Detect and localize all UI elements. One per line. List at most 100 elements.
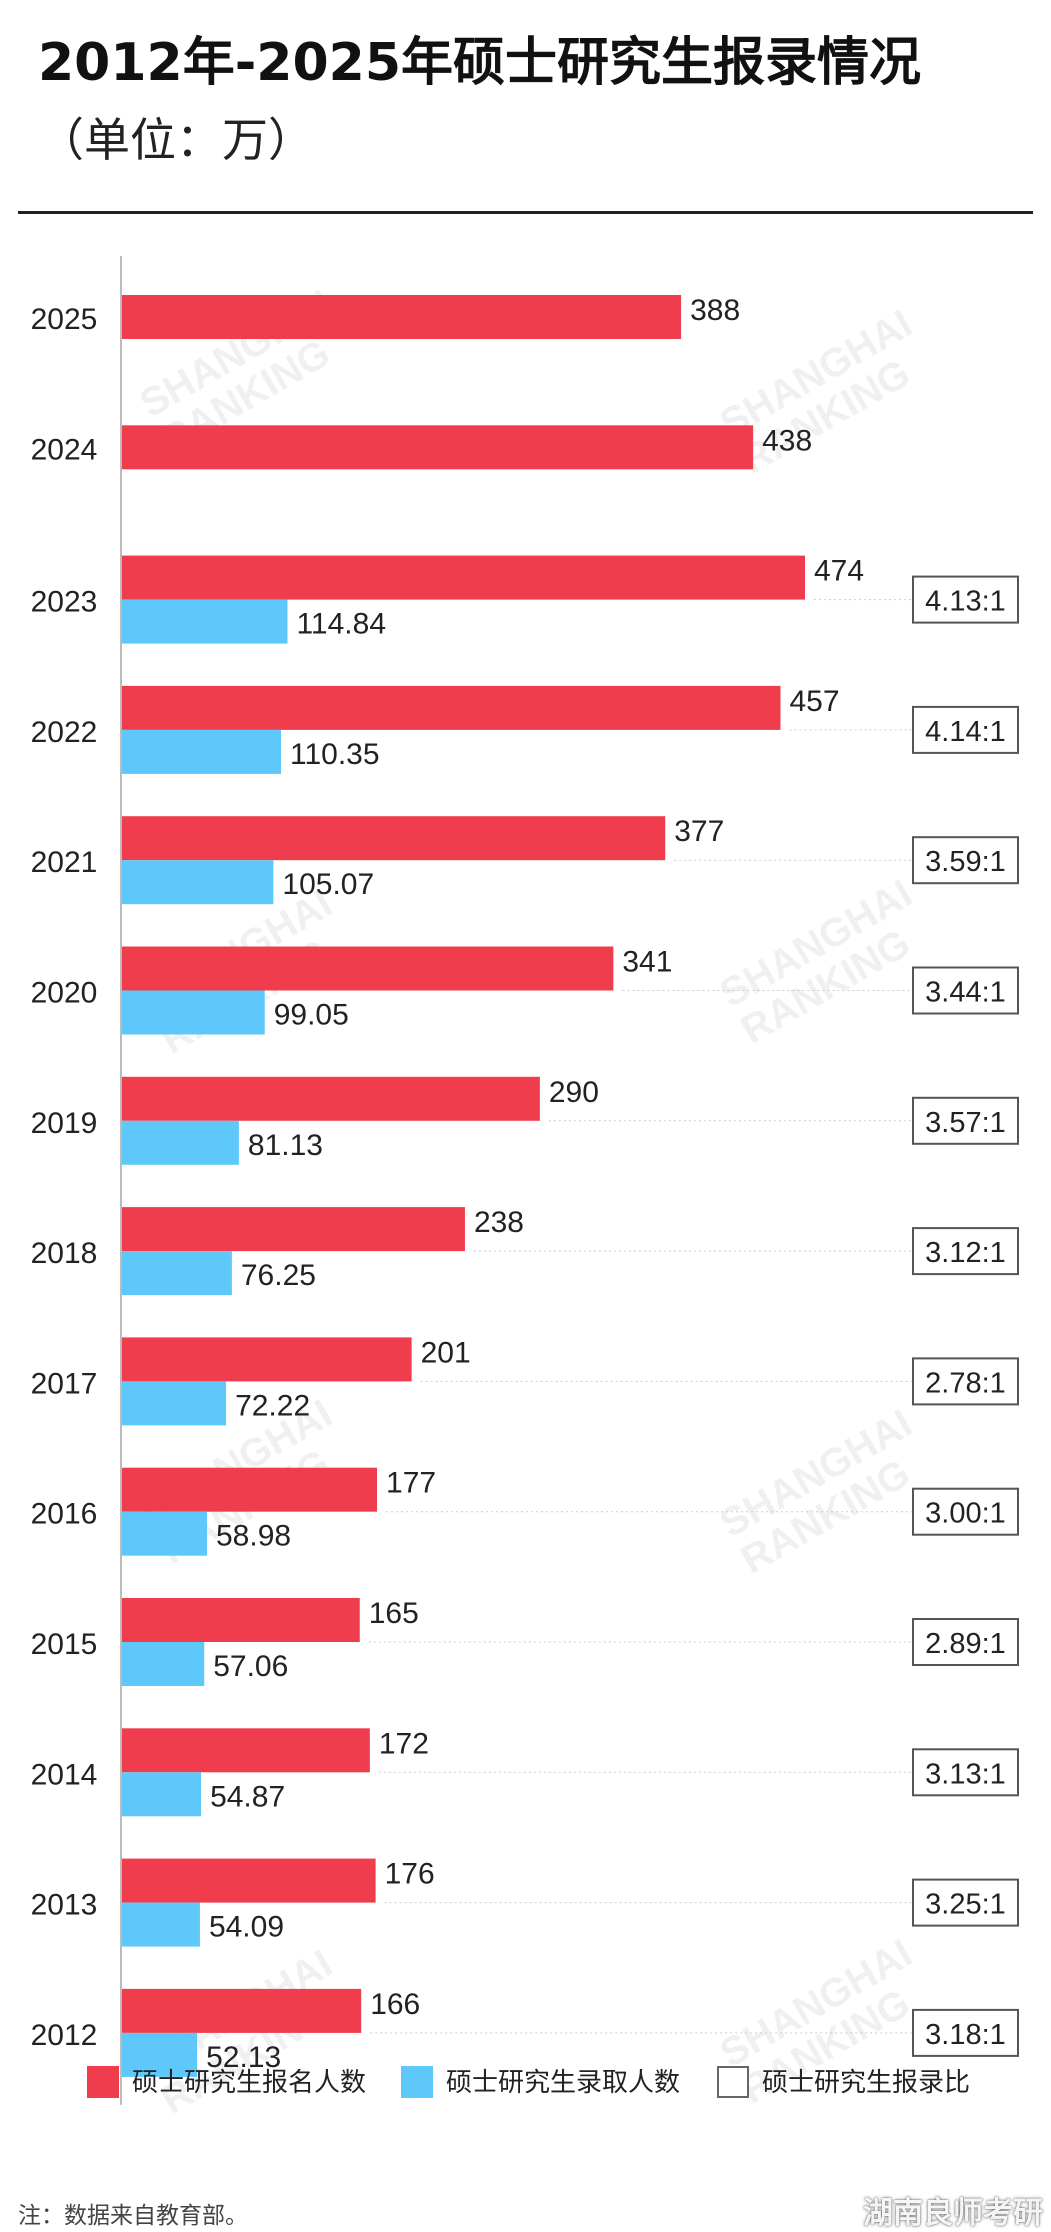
ratio-box xyxy=(912,1357,1019,1406)
year-tick-label: 2018 xyxy=(31,1237,98,1270)
applicants-bar xyxy=(122,425,754,470)
applicants-value-label: 201 xyxy=(421,1336,471,1369)
admitted-value-label: 76.25 xyxy=(241,1259,316,1292)
admitted-bar xyxy=(122,1381,227,1426)
applicants-bar xyxy=(122,1728,370,1773)
admitted-value-label: 105.07 xyxy=(282,868,374,901)
year-tick-label: 2019 xyxy=(31,1107,98,1140)
applicants-bar xyxy=(122,1598,360,1642)
ratio-label: 3.00:1 xyxy=(925,1498,1006,1530)
year-tick-label: 2023 xyxy=(31,586,98,619)
admitted-value-label: 81.13 xyxy=(248,1129,323,1162)
admitted-value-label: 58.98 xyxy=(216,1520,291,1553)
applicants-bar xyxy=(122,1337,412,1382)
admitted-bar xyxy=(122,1902,200,1947)
applicants-bar xyxy=(122,1467,378,1512)
legend-label: 硕士研究生报名人数 xyxy=(132,2068,366,2098)
ratio-label: 3.13:1 xyxy=(925,1758,1006,1790)
title-divider xyxy=(18,211,1033,214)
chart-title: 2012年-2025年硕士研究生报录情况 xyxy=(38,33,922,93)
admitted-bar xyxy=(122,1642,205,1686)
applicants-value-label: 290 xyxy=(549,1076,599,1109)
ratio-label: 3.57:1 xyxy=(925,1107,1006,1139)
applicants-value-label: 165 xyxy=(369,1597,419,1630)
applicants-bar xyxy=(122,1076,540,1121)
legend-swatch xyxy=(401,2066,433,2098)
year-tick-label: 2014 xyxy=(31,1758,98,1791)
ratio-box xyxy=(912,2008,1019,2057)
admitted-value-label: 54.87 xyxy=(210,1780,285,1813)
legend-swatch xyxy=(87,2066,119,2098)
admitted-value-label: 110.35 xyxy=(290,738,380,771)
applicants-value-label: 438 xyxy=(762,424,812,457)
year-tick-label: 2021 xyxy=(31,846,98,879)
ratio-label: 4.13:1 xyxy=(925,586,1006,618)
applicants-bar xyxy=(122,685,781,730)
admitted-value-label: 57.06 xyxy=(213,1650,288,1683)
year-tick-label: 2017 xyxy=(31,1367,98,1400)
legend-label: 硕士研究生报录比 xyxy=(762,2068,970,2098)
applicants-value-label: 166 xyxy=(370,1988,420,2021)
admitted-value-label: 99.05 xyxy=(274,999,349,1032)
ratio-box xyxy=(912,1748,1019,1797)
applicants-value-label: 474 xyxy=(814,555,864,588)
applicants-value-label: 377 xyxy=(674,815,724,848)
admitted-bar xyxy=(122,1511,207,1556)
ratio-label: 4.14:1 xyxy=(925,716,1006,748)
applicants-bar xyxy=(122,1207,465,1252)
ratio-label: 2.78:1 xyxy=(925,1367,1006,1399)
applicants-bar xyxy=(122,816,666,861)
admitted-bar xyxy=(122,1772,202,1817)
applicants-value-label: 388 xyxy=(690,294,740,327)
admitted-bar xyxy=(122,990,265,1035)
bar-chart: 2025 388 2024 438 2023 474 114.84 4.13:1 2022 457… xyxy=(31,256,1019,2105)
applicants-bar xyxy=(122,1858,376,1903)
applicants-bar xyxy=(122,295,682,339)
admitted-value-label: 54.09 xyxy=(209,1911,284,1944)
ratio-label: 3.12:1 xyxy=(925,1237,1006,1269)
ratio-box xyxy=(912,1618,1019,1666)
ratio-box xyxy=(912,1878,1019,1927)
applicants-value-label: 457 xyxy=(790,685,840,718)
applicants-value-label: 238 xyxy=(474,1206,524,1239)
ratio-box xyxy=(912,966,1019,1015)
ratio-box xyxy=(912,575,1019,624)
year-tick-label: 2016 xyxy=(31,1498,98,1531)
ratio-label: 2.89:1 xyxy=(925,1628,1006,1660)
ratio-label: 3.59:1 xyxy=(925,846,1006,878)
credit-watermark: 湖南良师考研 xyxy=(863,2196,1043,2231)
admitted-bar xyxy=(122,729,282,774)
year-tick-label: 2012 xyxy=(31,2019,98,2052)
year-tick-label: 2024 xyxy=(31,433,98,466)
applicants-value-label: 172 xyxy=(379,1727,429,1760)
year-tick-label: 2025 xyxy=(31,303,98,336)
applicants-bar xyxy=(122,555,805,600)
year-tick-label: 2022 xyxy=(31,716,98,749)
admitted-value-label: 114.84 xyxy=(296,608,386,641)
ratio-label: 3.44:1 xyxy=(925,977,1006,1009)
ratio-box xyxy=(912,1096,1019,1145)
applicants-bar xyxy=(122,1988,362,2033)
chart-subtitle: （单位：万） xyxy=(38,113,314,167)
ratio-box xyxy=(912,1487,1019,1536)
ratio-box xyxy=(912,1227,1019,1276)
admitted-bar xyxy=(122,1120,239,1165)
admitted-bar xyxy=(122,1251,232,1296)
admitted-value-label: 72.22 xyxy=(235,1389,310,1422)
legend-label: 硕士研究生录取人数 xyxy=(446,2068,680,2098)
admitted-bar xyxy=(122,2032,198,2077)
ratio-box xyxy=(912,836,1019,885)
admitted-bar xyxy=(122,599,288,644)
ratio-label: 3.18:1 xyxy=(925,2019,1006,2051)
legend-swatch xyxy=(717,2066,749,2098)
year-tick-label: 2020 xyxy=(31,977,98,1010)
admitted-bar xyxy=(122,860,274,905)
applicants-value-label: 341 xyxy=(622,946,672,979)
ratio-label: 3.25:1 xyxy=(925,1889,1006,1921)
ratio-box xyxy=(912,705,1019,754)
applicants-value-label: 177 xyxy=(386,1467,436,1500)
admitted-value-label: 52.13 xyxy=(206,2041,281,2074)
applicants-value-label: 176 xyxy=(385,1858,435,1891)
year-tick-label: 2013 xyxy=(31,1889,98,1922)
year-tick-label: 2015 xyxy=(31,1628,98,1661)
